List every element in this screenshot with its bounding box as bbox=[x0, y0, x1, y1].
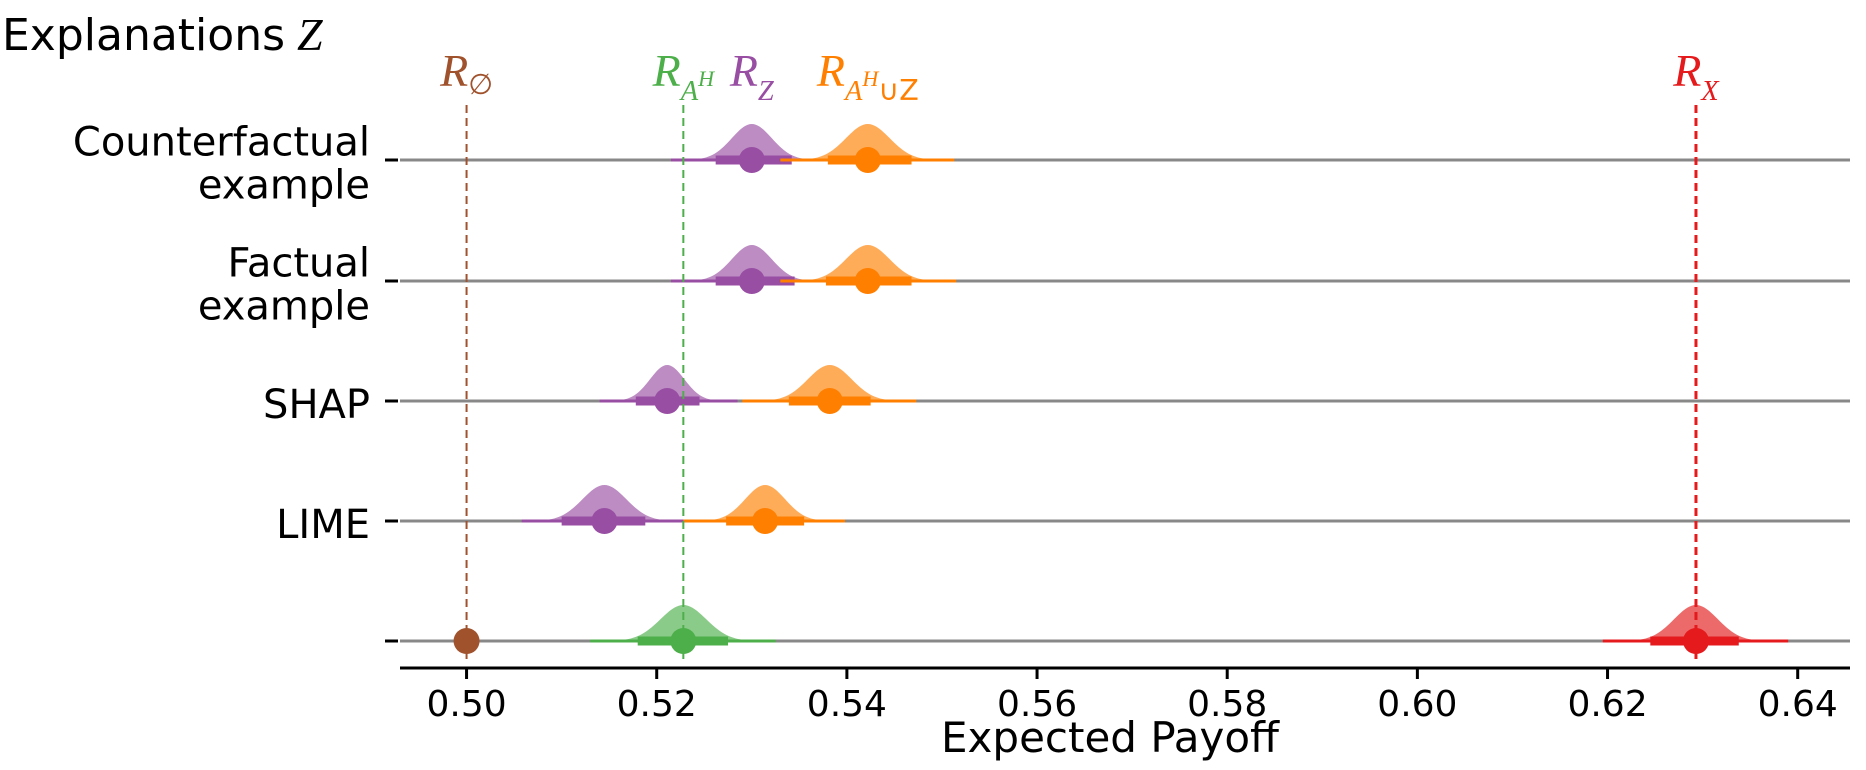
mean-points bbox=[453, 147, 1709, 654]
mean-point-Z bbox=[738, 147, 765, 173]
density-Z bbox=[516, 485, 692, 521]
x-axis-label: Expected Payoff bbox=[941, 713, 1280, 762]
mean-point-Z bbox=[591, 508, 618, 534]
density-Z bbox=[598, 365, 736, 401]
mean-point-AHZ bbox=[752, 508, 779, 534]
x-tick-label: 0.64 bbox=[1758, 684, 1838, 725]
row-label: Factual example bbox=[198, 241, 370, 330]
x-tick-label: 0.58 bbox=[1187, 684, 1267, 725]
row-label: SHAP bbox=[263, 382, 370, 428]
reference-label-X: RX bbox=[1672, 45, 1720, 107]
x-tick-label: 0.50 bbox=[426, 684, 506, 725]
reference-label-AH: RAH bbox=[652, 45, 716, 107]
header-label-AHZ: RAH∪Z bbox=[816, 45, 919, 107]
mean-point-AHZ bbox=[816, 388, 843, 414]
mean-point-X bbox=[1682, 628, 1709, 654]
mean-point-none bbox=[453, 628, 480, 654]
mean-point-Z bbox=[738, 268, 765, 294]
density-AH bbox=[592, 605, 775, 641]
x-tick-label: 0.62 bbox=[1567, 684, 1647, 725]
x-tick-label: 0.60 bbox=[1377, 684, 1457, 725]
x-tick-label: 0.56 bbox=[997, 684, 1077, 725]
density-AHZ bbox=[685, 485, 845, 521]
header-label-Z: RZ bbox=[729, 45, 775, 107]
density-AHZ bbox=[742, 365, 918, 401]
reference-lines bbox=[465, 105, 1698, 660]
x-tick-label: 0.54 bbox=[807, 684, 887, 725]
reference-label-none: R∅ bbox=[439, 45, 493, 101]
mean-point-Z bbox=[654, 388, 681, 414]
x-tick-label: 0.52 bbox=[617, 684, 697, 725]
density-X bbox=[1608, 605, 1784, 641]
row-labels: Counterfactual example Factual example SHAP L… bbox=[73, 120, 370, 549]
row-label: Counterfactual example bbox=[73, 120, 370, 209]
density-Z bbox=[671, 245, 832, 281]
series-header-labels: R∅ RAH RX RZ RAH∪Z bbox=[439, 45, 1720, 107]
density-AHZ bbox=[780, 245, 956, 281]
density-AHZ bbox=[780, 124, 956, 160]
density-curves bbox=[516, 124, 1784, 641]
mean-point-AHZ bbox=[854, 268, 881, 294]
mean-point-AHZ bbox=[854, 147, 881, 173]
x-axis: 0.50 0.52 0.54 0.56 0.58 0.60 0.62 0.64 bbox=[400, 666, 1850, 725]
density-Z bbox=[671, 124, 832, 160]
row-label: LIME bbox=[276, 502, 370, 548]
chart-title: Explanations Z bbox=[2, 9, 323, 61]
mean-point-AH bbox=[670, 628, 697, 654]
